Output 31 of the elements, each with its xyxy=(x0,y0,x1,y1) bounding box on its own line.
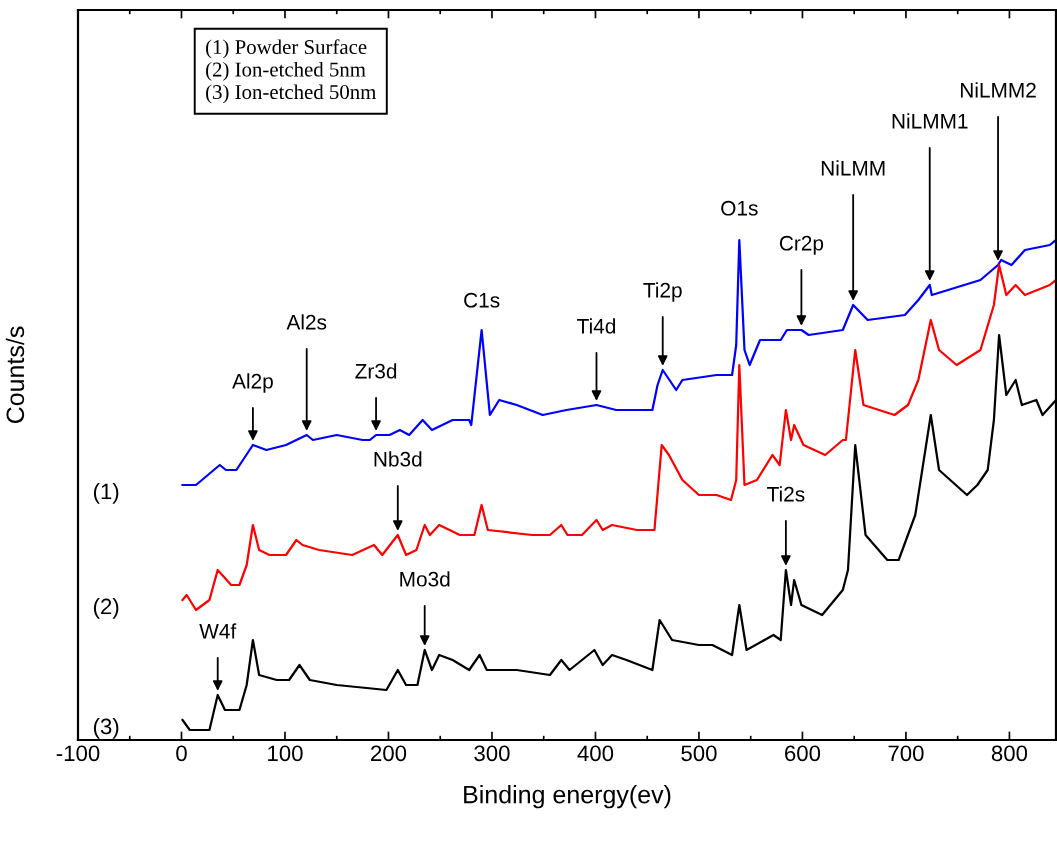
annotation: C1s xyxy=(464,292,500,308)
annotation: Ti2s xyxy=(767,486,805,502)
x-tick-label: 200 xyxy=(371,745,407,762)
annotation: NiLMM xyxy=(821,160,885,176)
x-tick-label: 800 xyxy=(991,745,1028,762)
x-tick-label: 300 xyxy=(474,745,510,762)
x-tick-label: 700 xyxy=(888,745,924,762)
x-tick-label: 500 xyxy=(681,745,717,762)
x-tick-label: 600 xyxy=(785,745,821,762)
y-axis-title: Counts/s xyxy=(5,326,25,424)
annotation: Ti4d xyxy=(577,318,616,334)
annotation: O1s xyxy=(721,200,758,216)
annotation: Ti2p xyxy=(643,282,682,302)
x-tick-label: 0 xyxy=(176,745,187,762)
annotation: Mo3d xyxy=(400,571,450,587)
annotation: Cr2p xyxy=(779,235,824,255)
annotation: W4f xyxy=(199,623,237,639)
annotation: Al2s xyxy=(286,314,327,330)
x-axis-title: Binding energy(ev) xyxy=(464,785,671,809)
x-tick-label: -100 xyxy=(56,745,100,762)
text: (3) xyxy=(93,717,119,739)
text: (1) xyxy=(93,482,119,504)
text: (1) Powder Surface (2) Ion-etched 5nm (3) Ion-etched 50nm xyxy=(206,39,377,104)
annotation: Zr3d xyxy=(355,363,397,379)
annotation: NiLMM1 xyxy=(892,113,968,129)
x-tick-label: 100 xyxy=(268,745,303,762)
text: (2) xyxy=(93,597,119,619)
annotation: NiLMM2 xyxy=(960,82,1036,98)
annotation: Al2p xyxy=(232,373,273,393)
annotation: Nb3d xyxy=(374,451,422,467)
x-tick-label: 400 xyxy=(577,745,614,762)
